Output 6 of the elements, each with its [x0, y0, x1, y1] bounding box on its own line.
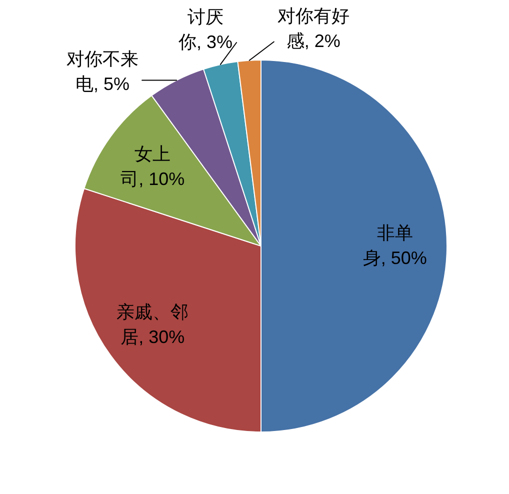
slice-label: 亲戚、邻居, 30%: [116, 300, 190, 349]
slice-label: 女上司, 10%: [120, 143, 186, 192]
slice-label: 对你不来电, 5%: [66, 48, 140, 96]
slice-label: 讨厌你, 3%: [178, 6, 234, 54]
slice-label: 对你有好感, 2%: [276, 5, 350, 54]
slice-label: 非单身, 50%: [362, 222, 428, 270]
